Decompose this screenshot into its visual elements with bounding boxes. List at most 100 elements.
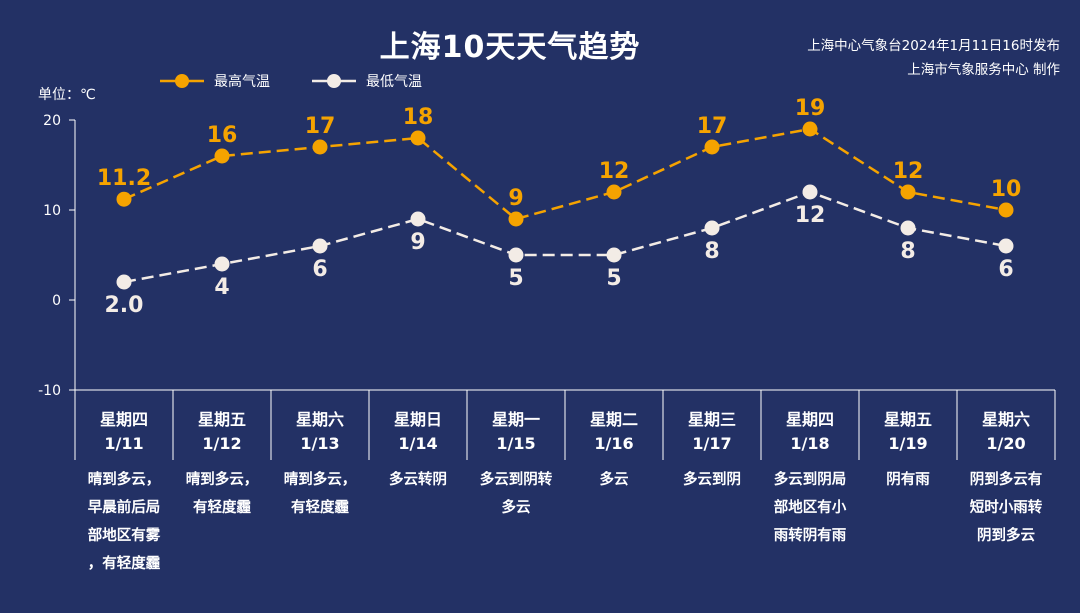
data-label-high: 17 — [305, 114, 336, 139]
data-label-low: 12 — [795, 203, 826, 228]
date-label: 1/15 — [496, 434, 536, 453]
weekday-label: 星期四 — [99, 410, 148, 429]
data-point-high — [900, 184, 916, 200]
y-tick-label: 20 — [43, 113, 61, 129]
weather-line: 多云到阴 — [683, 472, 741, 488]
weather-line: 晴到多云， — [87, 472, 161, 488]
data-point-low — [802, 184, 818, 200]
weather-line: 有轻度霾 — [193, 500, 251, 516]
weather-description: 晴到多云， 早晨前后局部地区有雾 ，有轻度霾 — [75, 466, 173, 578]
weekday-label: 星期一 — [491, 410, 540, 429]
data-label-low: 5 — [508, 266, 523, 291]
data-label-high: 10 — [991, 177, 1022, 202]
weather-description: 多云到阴局部地区有小雨转阴有雨 — [761, 466, 859, 550]
weather-line: 雨转阴有雨 — [773, 528, 847, 544]
weather-line: 晴到多云， — [283, 472, 357, 488]
legend-marker-low — [312, 74, 356, 88]
weather-description: 多云 — [565, 466, 663, 494]
weather-description: 多云转阴 — [369, 466, 467, 494]
weather-line: 多云 — [501, 500, 531, 516]
day-header: 星期四 1/11 — [75, 390, 173, 460]
weather-description: 多云到阴 — [663, 466, 761, 494]
weather-line: 多云转阴 — [389, 472, 447, 488]
data-label-high: 18 — [403, 105, 434, 130]
data-point-high — [116, 191, 132, 207]
data-point-high — [704, 139, 720, 155]
legend-label-high: 最高气温 — [214, 74, 270, 90]
date-label: 1/12 — [202, 434, 242, 453]
data-label-low: 8 — [900, 239, 915, 264]
data-point-low — [900, 220, 916, 236]
date-label: 1/17 — [692, 434, 732, 453]
data-label-high: 19 — [795, 96, 826, 121]
data-point-high — [606, 184, 622, 200]
legend-marker-high — [160, 74, 204, 88]
data-label-low: 6 — [312, 257, 327, 282]
weekday-label: 星期六 — [295, 410, 344, 429]
data-label-high: 12 — [599, 159, 630, 184]
weather-line: 有轻度霾 — [291, 500, 349, 516]
date-label: 1/16 — [594, 434, 634, 453]
day-header: 星期六 1/13 — [271, 390, 369, 460]
day-header: 星期二 1/16 — [565, 390, 663, 460]
day-header: 星期日 1/14 — [369, 390, 467, 460]
data-point-high — [410, 130, 426, 146]
data-point-high — [312, 139, 328, 155]
data-point-high — [998, 202, 1014, 218]
date-label: 1/13 — [300, 434, 340, 453]
data-point-low — [508, 247, 524, 263]
weather-description: 阴有雨 — [859, 466, 957, 494]
legend-item-low: 最低气温 — [312, 70, 422, 92]
weather-line: 早晨前后局 — [87, 500, 161, 516]
data-point-low — [116, 274, 132, 290]
weather-line: 部地区有雾 — [87, 528, 161, 544]
date-label: 1/18 — [790, 434, 830, 453]
weather-line: 晴到多云， — [185, 472, 259, 488]
weekday-label: 星期四 — [785, 410, 834, 429]
date-label: 1/11 — [104, 434, 144, 453]
day-header: 星期五 1/19 — [859, 390, 957, 460]
weekday-label: 星期日 — [393, 410, 442, 429]
data-label-low: 6 — [998, 257, 1013, 282]
weekday-label: 星期五 — [197, 410, 246, 429]
legend-label-low: 最低气温 — [366, 74, 422, 90]
data-point-high — [508, 211, 524, 227]
series-line-low — [123, 190, 1007, 284]
issuer-line-1: 上海中心气象台2024年1月11日16时发布 — [807, 38, 1060, 54]
data-label-high: 16 — [207, 123, 238, 148]
day-header: 星期三 1/17 — [663, 390, 761, 460]
weekday-label: 星期二 — [589, 410, 638, 429]
weekday-label: 星期五 — [883, 410, 932, 429]
day-header: 星期五 1/12 — [173, 390, 271, 460]
data-label-low: 4 — [214, 275, 229, 300]
legend-item-high: 最高气温 — [160, 70, 270, 92]
data-point-high — [214, 148, 230, 164]
date-label: 1/19 — [888, 434, 928, 453]
data-label-high: 9 — [508, 186, 523, 211]
weather-line: 阴到多云有 — [969, 472, 1043, 488]
weather-line: ，有轻度霾 — [87, 556, 161, 572]
y-tick-label: 10 — [43, 203, 61, 219]
weather-description: 多云到阴转 多云 — [467, 466, 565, 522]
data-point-low — [606, 247, 622, 263]
data-label-high: 17 — [697, 114, 728, 139]
issuer-info: 上海中心气象台2024年1月11日16时发布 上海市气象服务中心 制作 — [807, 34, 1060, 82]
weekday-label: 星期三 — [687, 410, 736, 429]
date-label: 1/20 — [986, 434, 1026, 453]
data-label-low: 2.0 — [105, 293, 144, 318]
y-tick-label: -10 — [38, 383, 61, 399]
weather-line: 多云到阴局 — [773, 472, 847, 488]
data-point-low — [704, 220, 720, 236]
day-header: 星期六 1/20 — [957, 390, 1055, 460]
weather-line: 阴到多云 — [977, 528, 1035, 544]
issuer-line-2: 上海市气象服务中心 制作 — [907, 62, 1060, 78]
unit-label: 单位：℃ — [38, 87, 96, 103]
day-header: 星期四 1/18 — [761, 390, 859, 460]
weather-line: 阴有雨 — [886, 472, 930, 488]
data-point-high — [802, 121, 818, 137]
weather-line: 短时小雨转 — [969, 500, 1043, 516]
weather-line: 多云到阴转 — [479, 472, 553, 488]
weather-line: 部地区有小 — [773, 500, 847, 516]
data-label-high: 12 — [893, 159, 924, 184]
